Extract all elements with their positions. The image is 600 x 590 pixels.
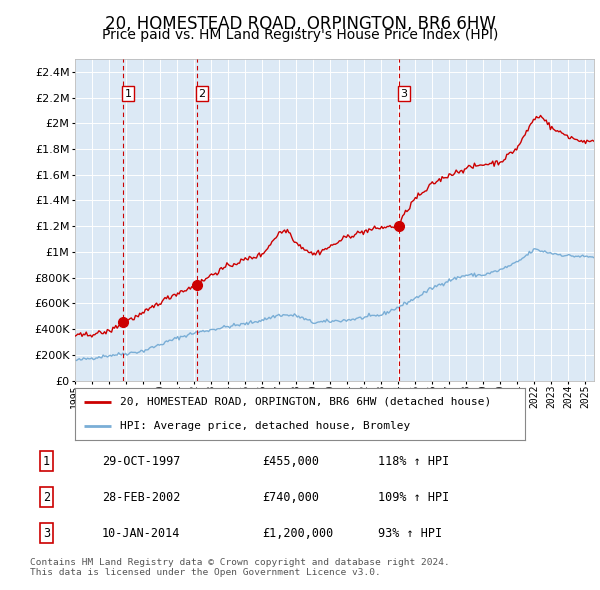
Text: Price paid vs. HM Land Registry's House Price Index (HPI): Price paid vs. HM Land Registry's House … bbox=[102, 28, 498, 42]
Text: £740,000: £740,000 bbox=[262, 490, 319, 504]
Text: 2: 2 bbox=[43, 490, 50, 504]
Text: £455,000: £455,000 bbox=[262, 454, 319, 467]
Text: 109% ↑ HPI: 109% ↑ HPI bbox=[378, 490, 449, 504]
Text: 20, HOMESTEAD ROAD, ORPINGTON, BR6 6HW (detached house): 20, HOMESTEAD ROAD, ORPINGTON, BR6 6HW (… bbox=[120, 396, 491, 407]
Text: 2: 2 bbox=[199, 88, 206, 99]
Text: £1,200,000: £1,200,000 bbox=[262, 527, 333, 540]
Text: 1: 1 bbox=[43, 454, 50, 467]
Text: 3: 3 bbox=[43, 527, 50, 540]
Text: Contains HM Land Registry data © Crown copyright and database right 2024.
This d: Contains HM Land Registry data © Crown c… bbox=[30, 558, 450, 577]
Text: 3: 3 bbox=[401, 88, 407, 99]
Text: 1: 1 bbox=[125, 88, 132, 99]
Text: 118% ↑ HPI: 118% ↑ HPI bbox=[378, 454, 449, 467]
Text: HPI: Average price, detached house, Bromley: HPI: Average price, detached house, Brom… bbox=[120, 421, 410, 431]
Text: 28-FEB-2002: 28-FEB-2002 bbox=[102, 490, 180, 504]
Text: 10-JAN-2014: 10-JAN-2014 bbox=[102, 527, 180, 540]
Text: 29-OCT-1997: 29-OCT-1997 bbox=[102, 454, 180, 467]
Text: 20, HOMESTEAD ROAD, ORPINGTON, BR6 6HW: 20, HOMESTEAD ROAD, ORPINGTON, BR6 6HW bbox=[104, 15, 496, 33]
Text: 93% ↑ HPI: 93% ↑ HPI bbox=[378, 527, 442, 540]
